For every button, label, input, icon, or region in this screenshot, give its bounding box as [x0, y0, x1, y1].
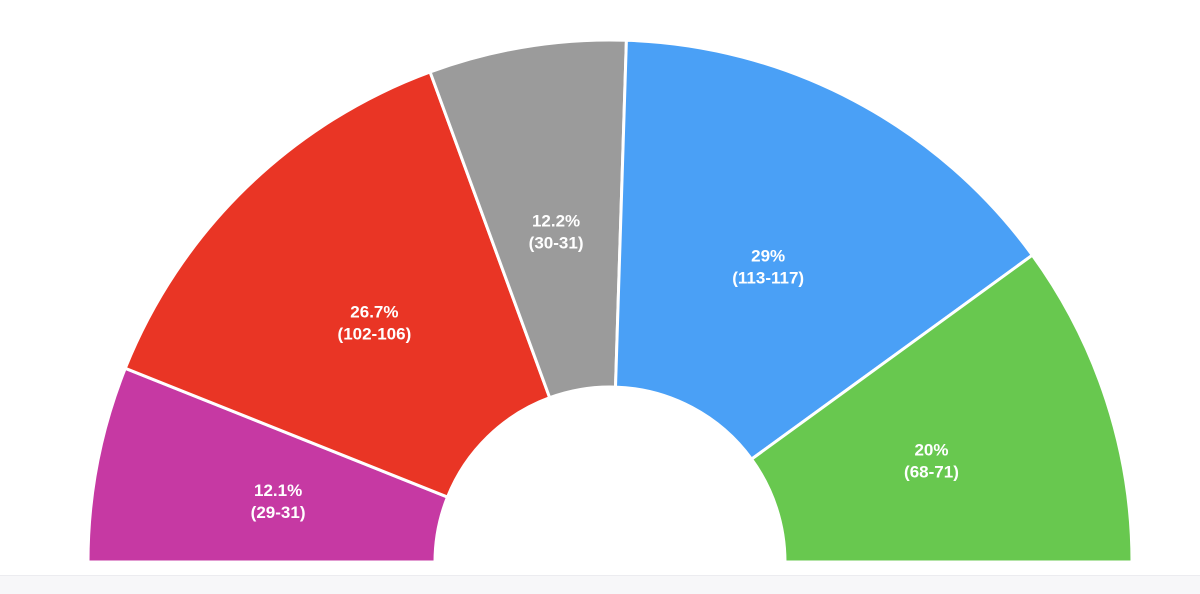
slice-label-pct-4: 20%: [914, 441, 948, 460]
slice-label-range-2: (30-31): [529, 233, 584, 252]
slice-label-pct-0: 12.1%: [254, 481, 302, 500]
slice-4: [749, 253, 1134, 564]
footer-strip: [0, 575, 1200, 594]
slice-label-range-1: (102-106): [338, 325, 412, 344]
slice-label-2: 12.2% (30-31): [529, 211, 584, 252]
slice-label-range-4: (68-71): [904, 463, 959, 482]
slice-label-range-0: (29-31): [251, 503, 306, 522]
labels-group: 12.1% (29-31) 26.7% (102-106) 12.2% (30-31) 29…: [251, 211, 959, 522]
slice-1: [123, 70, 552, 500]
slice-label-0: 12.1% (29-31): [251, 481, 306, 522]
slice-label-pct-2: 12.2%: [532, 211, 580, 230]
slice-label-range-3: (113-117): [732, 268, 804, 287]
slice-label-pct-1: 26.7%: [350, 303, 398, 322]
slice-3: [613, 38, 1035, 462]
slice-label-1: 26.7% (102-106): [338, 303, 412, 344]
slice-label-3: 29% (113-117): [732, 246, 804, 287]
slice-label-pct-3: 29%: [751, 246, 785, 265]
slice-label-4: 20% (68-71): [904, 441, 959, 482]
slices-group: [86, 38, 1134, 564]
